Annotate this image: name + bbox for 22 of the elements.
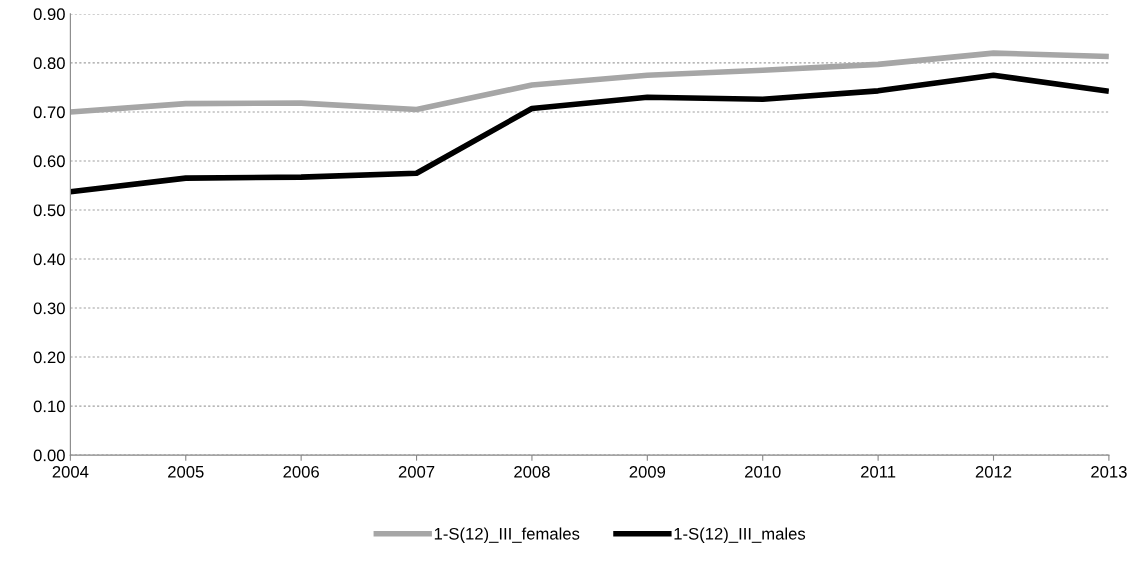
x-tick-label: 2013 [1091, 465, 1127, 478]
x-tick-label: 2005 [168, 465, 204, 478]
y-tick-label: 0.80 [33, 57, 65, 70]
y-tick-label: 0.00 [33, 449, 65, 462]
x-tick-label: 2012 [975, 465, 1012, 478]
x-tick-label: 2007 [398, 465, 435, 478]
x-tick-label: 2009 [629, 465, 666, 478]
y-tick-label: 0.90 [33, 8, 65, 21]
y-tick-label: 0.40 [33, 253, 65, 266]
y-tick-label: 0.20 [33, 351, 65, 364]
y-tick-label: 0.10 [33, 400, 65, 413]
x-tick-label: 2010 [745, 465, 781, 478]
x-tick-label: 2011 [861, 465, 896, 478]
legend-label: 1-S(12)_III_females [434, 527, 580, 543]
x-tick-label: 2004 [52, 465, 89, 478]
x-tick-label: 2008 [514, 465, 550, 478]
y-tick-label: 0.30 [33, 302, 65, 315]
y-tick-label: 0.60 [33, 155, 65, 168]
y-tick-label: 0.50 [33, 204, 65, 217]
y-tick-label: 0.70 [33, 106, 65, 119]
legend-label: 1-S(12)_III_males [674, 527, 806, 543]
x-tick-label: 2006 [283, 465, 319, 478]
